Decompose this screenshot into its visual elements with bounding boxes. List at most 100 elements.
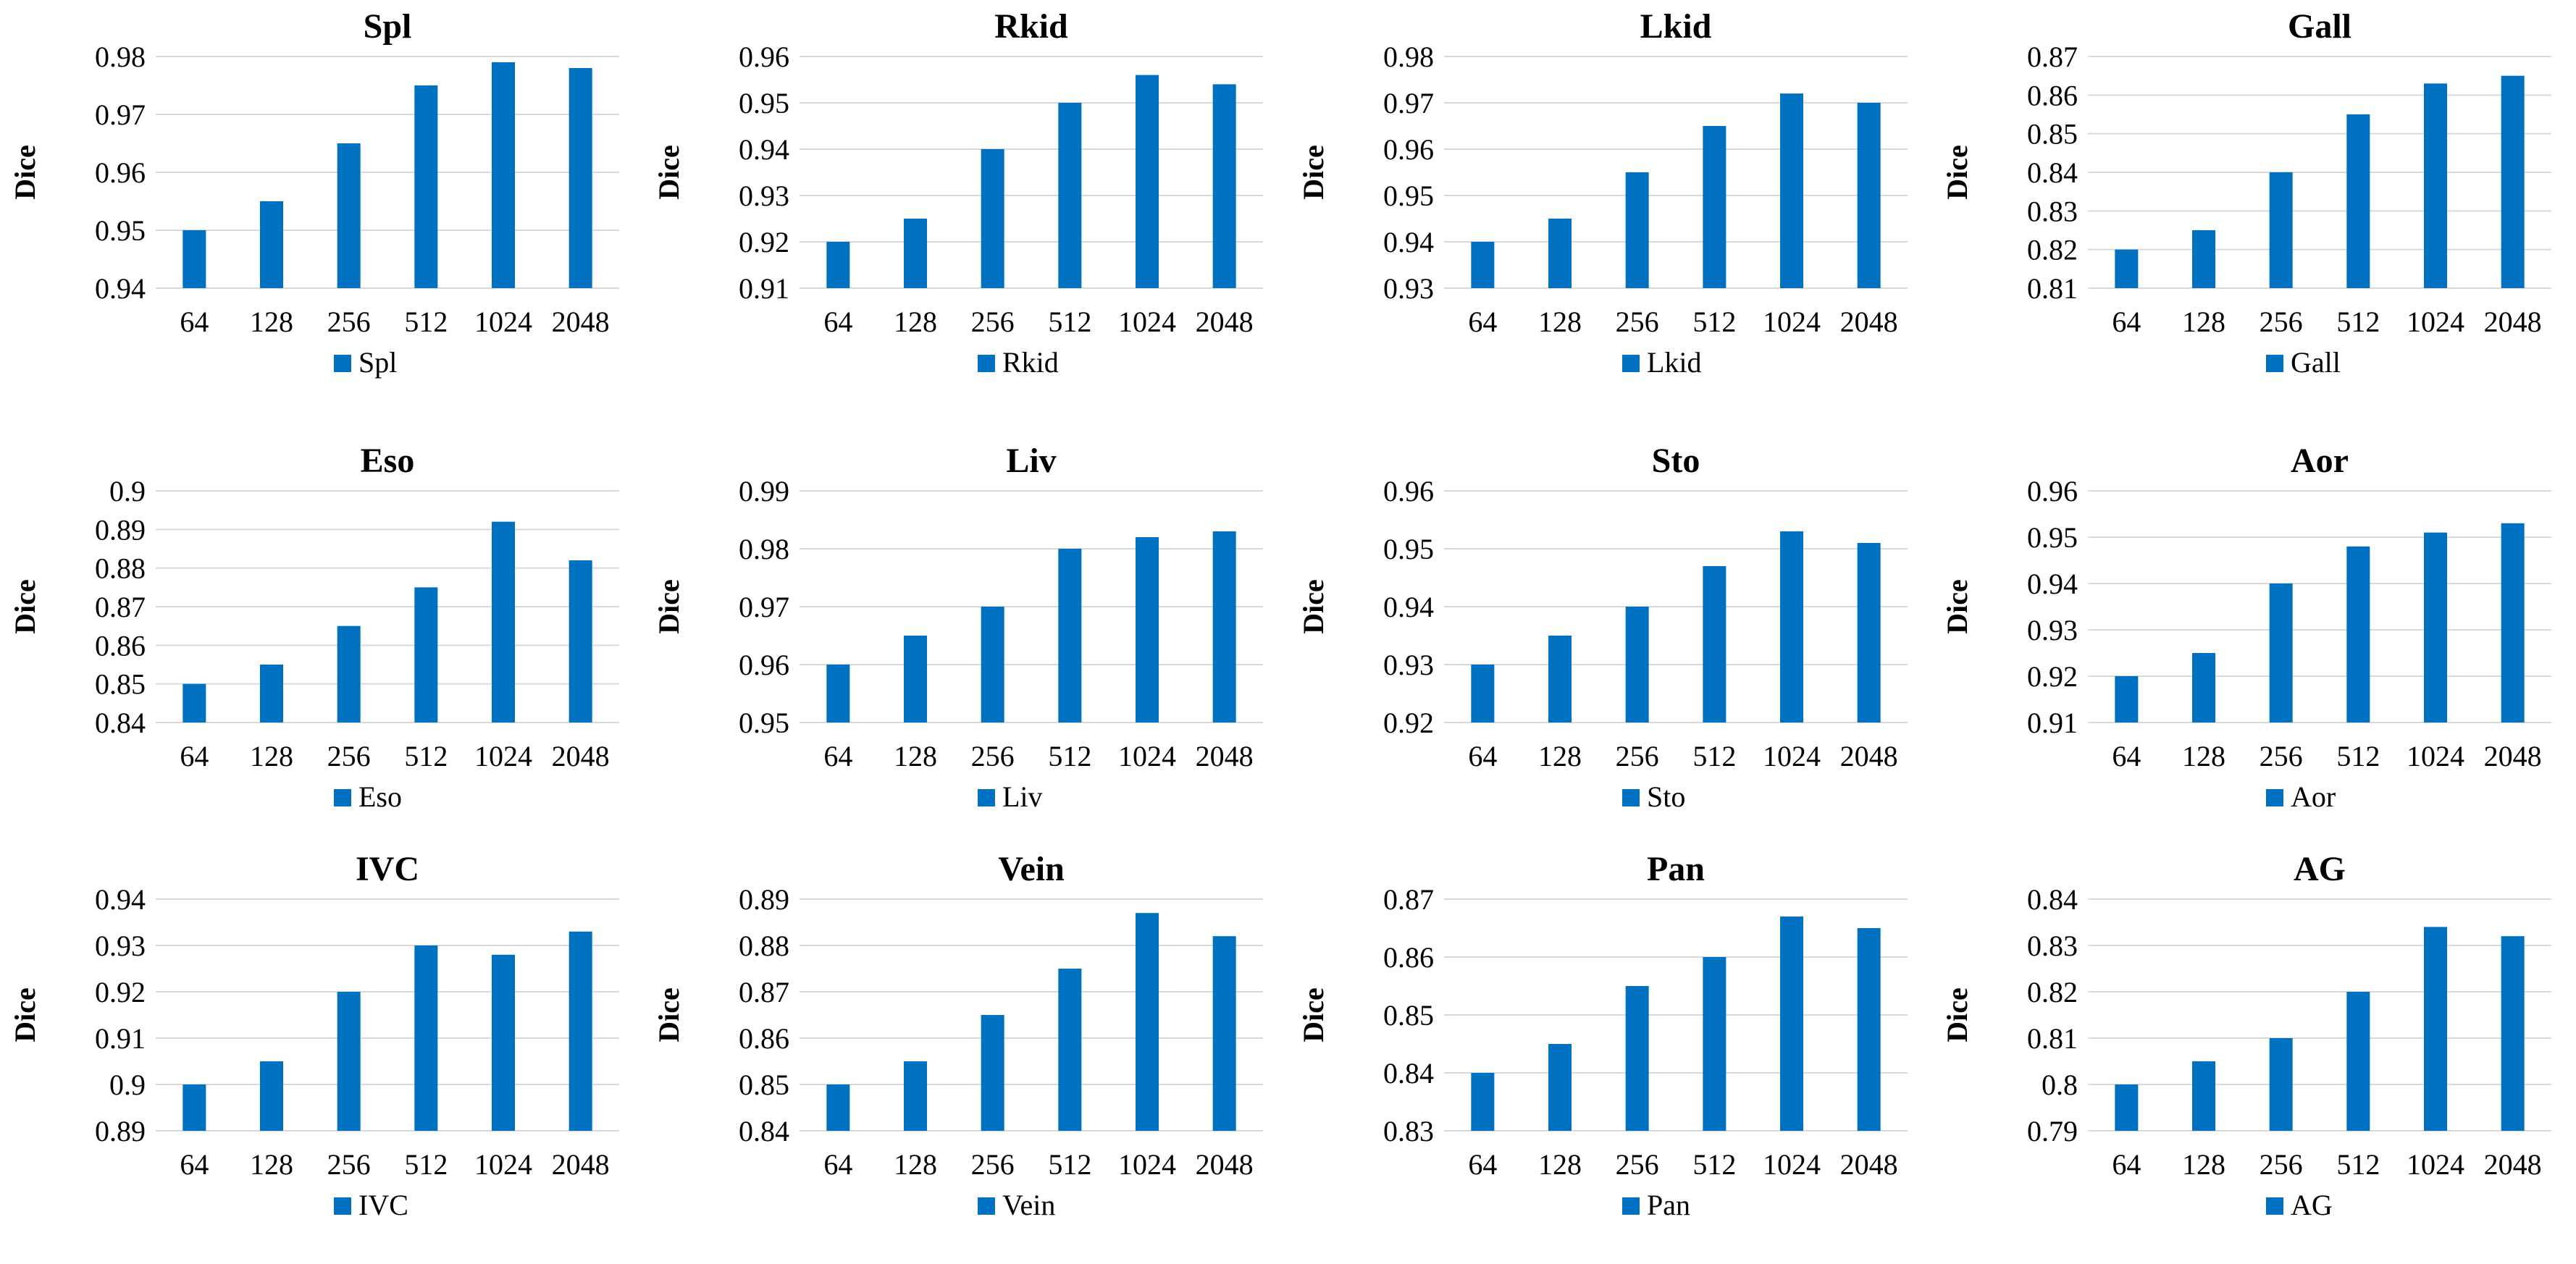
y-tick-label: 0.81 bbox=[2027, 272, 2078, 305]
y-tick-label: 0.83 bbox=[2027, 930, 2078, 962]
bar-256 bbox=[2269, 172, 2293, 288]
y-tick-label: 0.93 bbox=[2027, 614, 2078, 646]
bar-2048 bbox=[1212, 531, 1236, 722]
y-tick-label: 0.94 bbox=[1383, 226, 1434, 258]
y-axis-label: Dice bbox=[653, 579, 685, 634]
bar-512 bbox=[2346, 992, 2370, 1131]
bar-1024 bbox=[1136, 537, 1159, 722]
y-axis-label: Dice bbox=[9, 579, 41, 634]
y-tick-label: 0.87 bbox=[95, 591, 146, 623]
bar-64 bbox=[826, 665, 850, 722]
x-tick-label: 2048 bbox=[1196, 1148, 1254, 1181]
x-tick-label: 128 bbox=[250, 740, 293, 772]
x-tick-label: 256 bbox=[327, 306, 371, 338]
y-tick-label: 0.94 bbox=[1383, 591, 1434, 623]
legend-swatch bbox=[1621, 355, 1640, 372]
bar-256 bbox=[1625, 986, 1649, 1131]
y-tick-label: 0.83 bbox=[2027, 195, 2078, 227]
legend-label: Pan bbox=[1647, 1189, 1690, 1221]
x-tick-label: 256 bbox=[2259, 1148, 2302, 1181]
bar-512 bbox=[1702, 566, 1726, 722]
y-tick-label: 0.89 bbox=[739, 883, 789, 916]
bar-64 bbox=[182, 1084, 206, 1131]
y-tick-label: 0.96 bbox=[2027, 475, 2078, 507]
x-tick-label: 1024 bbox=[2407, 306, 2464, 338]
y-tick-label: 0.82 bbox=[2027, 976, 2078, 1008]
bar-1024 bbox=[1136, 75, 1159, 288]
x-tick-label: 64 bbox=[2112, 740, 2141, 772]
bar-64 bbox=[1470, 665, 1494, 722]
x-tick-label: 64 bbox=[180, 1148, 209, 1181]
bar-128 bbox=[1548, 636, 1572, 722]
y-axis-label: Dice bbox=[9, 145, 41, 200]
x-tick-label: 2048 bbox=[552, 1148, 610, 1181]
x-tick-label: 256 bbox=[327, 1148, 371, 1181]
bar-2048 bbox=[1212, 936, 1236, 1131]
chart-vein: 0.84 0.85 0.86 0.87 0.88 0.89 64 128 256 512 1024 2… bbox=[653, 850, 1264, 1221]
x-tick-label: 1024 bbox=[1763, 740, 1821, 772]
chart-title: Sto bbox=[1651, 442, 1700, 480]
bar-512 bbox=[1058, 103, 1082, 288]
chart-liv: 0.95 0.96 0.97 0.98 0.99 64 128 256 512 1024 2048 L… bbox=[653, 442, 1264, 813]
y-tick-label: 0.94 bbox=[2027, 568, 2078, 600]
y-axis-label: Dice bbox=[9, 987, 41, 1042]
legend-swatch bbox=[2265, 1197, 2283, 1215]
x-tick-label: 128 bbox=[1538, 1148, 1582, 1181]
y-tick-label: 0.87 bbox=[2027, 41, 2078, 73]
y-tick-label: 0.86 bbox=[1383, 941, 1434, 974]
x-tick-label: 128 bbox=[1538, 740, 1582, 772]
chart-sto: 0.92 0.93 0.94 0.95 0.96 64 128 256 512 1024 2048 S… bbox=[1297, 442, 1908, 813]
x-tick-label: 2048 bbox=[552, 740, 610, 772]
chart-eso: 0.84 0.85 0.86 0.87 0.88 0.89 0.9 64 128 256 512 10… bbox=[9, 442, 619, 813]
bar-128 bbox=[2191, 230, 2215, 288]
y-tick-label: 0.87 bbox=[739, 976, 789, 1008]
y-tick-label: 0.97 bbox=[1383, 87, 1434, 119]
x-tick-label: 256 bbox=[971, 740, 1015, 772]
x-tick-label: 128 bbox=[2182, 1148, 2225, 1181]
bar-64 bbox=[182, 683, 206, 722]
x-tick-label: 128 bbox=[250, 1148, 293, 1181]
chart-title: Vein bbox=[998, 850, 1065, 888]
x-tick-label: 1024 bbox=[2407, 740, 2464, 772]
y-axis-label: Dice bbox=[1941, 987, 1973, 1042]
bar-1024 bbox=[492, 521, 515, 722]
x-tick-label: 256 bbox=[971, 306, 1015, 338]
chart-rkid: 0.91 0.92 0.93 0.94 0.95 0.96 64 128 256 512 1024 2… bbox=[653, 7, 1264, 379]
legend-swatch bbox=[334, 355, 351, 372]
x-tick-label: 1024 bbox=[474, 1148, 532, 1181]
y-tick-label: 0.89 bbox=[95, 513, 146, 546]
y-tick-label: 0.95 bbox=[739, 707, 789, 739]
x-tick-label: 1024 bbox=[474, 306, 532, 338]
bar-2048 bbox=[1857, 543, 1881, 722]
x-tick-label: 512 bbox=[404, 306, 448, 338]
x-tick-label: 2048 bbox=[1839, 740, 1897, 772]
x-tick-label: 1024 bbox=[1763, 306, 1821, 338]
x-tick-label: 256 bbox=[1615, 306, 1658, 338]
y-tick-label: 0.95 bbox=[1383, 533, 1434, 565]
bar-2048 bbox=[569, 931, 592, 1131]
legend-swatch bbox=[2265, 355, 2283, 372]
x-tick-label: 1024 bbox=[1118, 740, 1176, 772]
bar-512 bbox=[414, 587, 438, 722]
bar-1024 bbox=[492, 62, 515, 288]
y-axis-label: Dice bbox=[653, 145, 685, 200]
y-tick-label: 0.96 bbox=[95, 156, 146, 189]
chart-lkid: 0.93 0.94 0.95 0.96 0.97 0.98 64 128 256 512 1024 2… bbox=[1297, 7, 1908, 379]
y-tick-label: 0.98 bbox=[739, 533, 789, 565]
chart-title: Gall bbox=[2288, 7, 2351, 46]
y-tick-label: 0.93 bbox=[1383, 272, 1434, 305]
x-tick-label: 128 bbox=[2182, 740, 2225, 772]
x-tick-label: 512 bbox=[1692, 1148, 1736, 1181]
bar-128 bbox=[2191, 653, 2215, 722]
bar-512 bbox=[1058, 549, 1082, 722]
legend-label: Eso bbox=[358, 780, 402, 813]
bar-2048 bbox=[1212, 84, 1236, 289]
y-tick-label: 0.85 bbox=[1383, 999, 1434, 1032]
legend-label: Sto bbox=[1647, 780, 1685, 813]
x-tick-label: 128 bbox=[2182, 306, 2225, 338]
bar-256 bbox=[981, 149, 1004, 288]
x-tick-label: 1024 bbox=[1763, 1148, 1821, 1181]
x-tick-label: 128 bbox=[1538, 306, 1582, 338]
legend-label: Spl bbox=[358, 346, 397, 379]
bar-512 bbox=[2346, 114, 2370, 288]
